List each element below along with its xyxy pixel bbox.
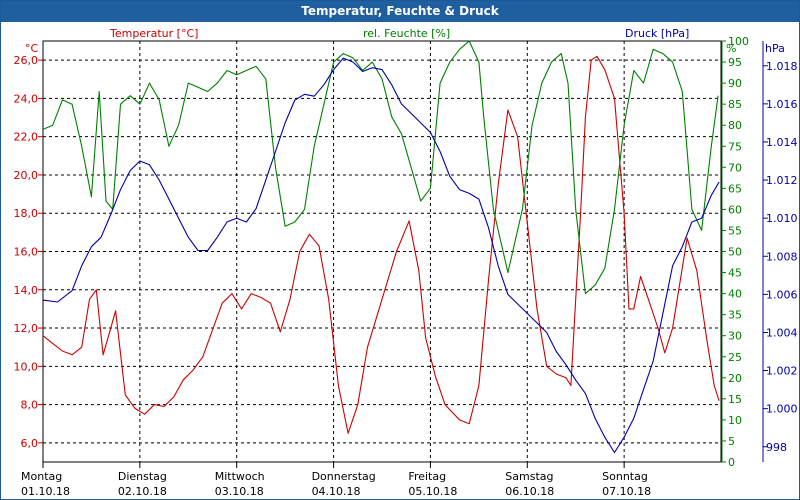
x-tick-date: 01.10.18 [21,485,70,498]
humidity-tick-label: 85 [728,98,742,111]
humidity-tick-label: 70 [728,161,742,174]
humidity-tick-label: 50 [728,246,742,259]
humidity-tick-label: 40 [728,288,742,301]
humidity-tick-label: 75 [728,140,742,153]
temp-tick-label: 22,0 [14,131,39,144]
temp-tick-label: 10,0 [14,360,39,373]
series-line-pressure [42,57,720,454]
x-tick-day: Donnerstag [312,470,376,483]
pressure-tick-label: 1.006 [766,288,798,301]
pressure-tick-label: 1.012 [766,174,798,187]
humidity-tick-label: 20 [728,372,742,385]
x-tick-day: Freitag [408,470,446,483]
humidity-axis-title: rel. Feuchte [%] [363,27,450,40]
pressure-tick-label: 1.016 [766,98,798,111]
temp-axis-title: Temperatur [°C] [109,27,198,40]
temp-unit-label: °C [25,42,39,55]
label-layer: 6,0 8,0 10,0 12,0 14,0 16,0 18,0 20,0 22,0 24,0 26… [14,27,798,498]
grid [43,41,721,462]
humidity-tick-label: 35 [728,309,742,322]
temp-tick-label: 6,0 [21,437,39,450]
x-tick-day: Mittwoch [215,470,265,483]
humidity-tick-label: 45 [728,267,742,280]
pressure-tick-label: 1.000 [766,403,798,416]
x-tick-day: Samstag [505,470,553,483]
x-tick-date: 04.10.18 [312,485,361,498]
x-tick-date: 07.10.18 [602,485,651,498]
humidity-tick-label: 95 [728,56,742,69]
humidity-tick-label: 100 [728,35,749,48]
humidity-tick-label: 5 [728,435,735,448]
chart-title: Temperatur, Feuchte & Druck [1,1,799,22]
series-line-temp [42,55,720,434]
x-tick-date: 03.10.18 [215,485,264,498]
pressure-tick-label: 1.008 [766,250,798,263]
series-line-humidity [42,40,719,295]
temp-tick-label: 20,0 [14,169,39,182]
humidity-tick-label: 10 [728,414,742,427]
humidity-tick-label: 15 [728,393,742,406]
temp-tick-label: 14,0 [14,284,39,297]
pressure-tick-label: 1.010 [766,212,798,225]
x-tick-day: Sonntag [602,470,648,483]
x-tick-date: 05.10.18 [408,485,457,498]
pressure-tick-label: 998 [766,441,787,454]
humidity-tick-label: 60 [728,203,742,216]
temp-tick-label: 18,0 [14,207,39,220]
humidity-tick-label: 80 [728,119,742,132]
temp-tick-label: 24,0 [14,92,39,105]
humidity-tick-label: 25 [728,351,742,364]
humidity-tick-label: 55 [728,224,742,237]
x-tick-day: Dienstag [118,470,167,483]
series-layer [42,40,720,454]
temp-tick-label: 12,0 [14,322,39,335]
pressure-axis-title: Druck [hPa] [625,27,689,40]
axes [38,40,768,468]
pressure-unit-label: hPa [765,42,785,55]
humidity-tick-label: 0 [728,456,735,469]
temp-tick-label: 16,0 [14,246,39,259]
temp-tick-label: 26,0 [14,54,39,67]
humidity-unit-label: % [726,42,736,55]
humidity-tick-label: 30 [728,330,742,343]
x-tick-date: 02.10.18 [118,485,167,498]
humidity-tick-label: 90 [728,77,742,90]
x-tick-date: 06.10.18 [505,485,554,498]
pressure-tick-label: 1.018 [766,60,798,73]
pressure-tick-label: 1.004 [766,326,798,339]
humidity-tick-label: 65 [728,182,742,195]
pressure-tick-label: 1.002 [766,365,798,378]
x-tick-day: Montag [21,470,62,483]
temp-tick-label: 8,0 [21,399,39,412]
pressure-tick-label: 1.014 [766,136,798,149]
